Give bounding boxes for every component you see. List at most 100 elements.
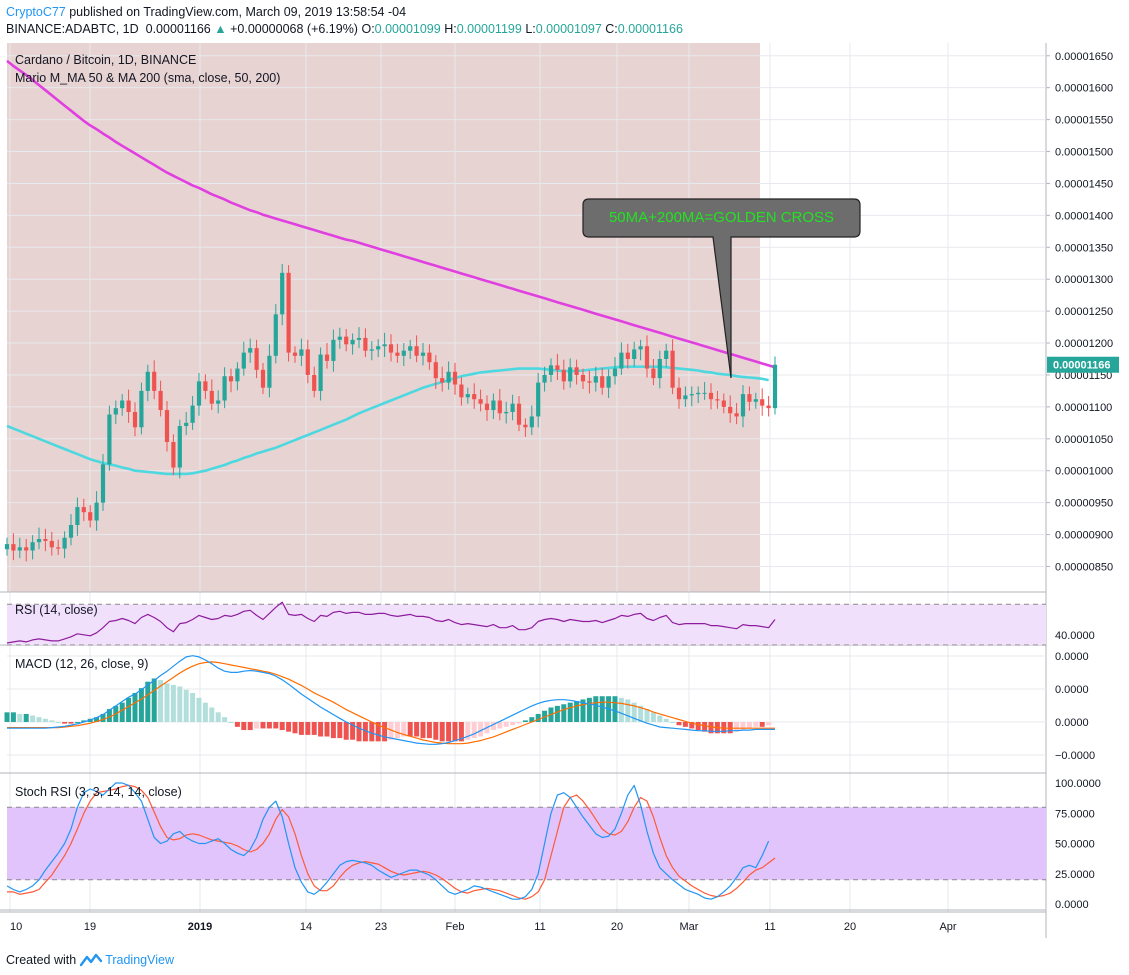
- stoch-band-fill: [7, 807, 1046, 880]
- macd-histogram-bar: [554, 705, 560, 722]
- candle-up: [401, 350, 406, 356]
- candle-down: [766, 405, 771, 409]
- macd-histogram-bar: [337, 722, 343, 739]
- author-link[interactable]: CryptoC77: [6, 5, 66, 19]
- time-axis-label: Feb: [446, 921, 465, 933]
- macd-histogram-bar: [420, 722, 426, 739]
- candle-down: [651, 368, 656, 379]
- macd-histogram-bar: [145, 681, 151, 722]
- candle-up: [632, 349, 637, 359]
- macd-histogram-bar: [311, 722, 317, 735]
- candle-up: [337, 336, 342, 340]
- candle-up: [184, 422, 189, 427]
- candle-up: [177, 426, 182, 468]
- macd-histogram-bar: [126, 697, 132, 722]
- macd-histogram-bar: [151, 678, 157, 722]
- macd-histogram-bar: [279, 722, 285, 731]
- candle-down: [574, 367, 579, 375]
- macd-histogram-bar: [740, 722, 746, 731]
- macd-histogram-bar: [273, 722, 279, 729]
- macd-histogram-bar: [516, 722, 522, 724]
- candle-up: [612, 368, 618, 377]
- ma50-line: [6, 365, 769, 476]
- candle-up: [689, 394, 694, 396]
- ohlc-line: BINANCE:ADABTC, 1D 0.00001166 ▲ +0.00000…: [6, 21, 1116, 38]
- candle-up: [657, 358, 662, 379]
- macd-histogram-bar: [158, 680, 164, 722]
- candle-up: [382, 344, 387, 347]
- macd-histogram-bar: [471, 722, 477, 739]
- macd-histogram-bar: [247, 722, 253, 731]
- macd-histogram-bar: [183, 689, 189, 722]
- candle-down: [523, 424, 528, 428]
- macd-histogram-bar: [119, 702, 125, 722]
- high-value: 0.00001199: [456, 22, 522, 36]
- candle-down: [260, 369, 266, 388]
- time-axis-label: Apr: [939, 921, 956, 933]
- candle-up: [548, 365, 554, 375]
- macd-histogram-bar: [138, 688, 144, 722]
- price-axis-label: 0.00001100: [1055, 402, 1112, 414]
- candle-up: [606, 376, 611, 388]
- candle-down: [286, 272, 291, 353]
- macd-histogram-bar: [23, 713, 29, 722]
- candle-up: [120, 400, 125, 409]
- candle-up: [504, 411, 509, 414]
- price-axis-label: 0.00001550: [1055, 115, 1113, 127]
- macd-title: MACD (12, 26, close, 9): [15, 657, 148, 671]
- macd-histogram-bar: [132, 692, 138, 722]
- price-axis-label: 0.00000900: [1055, 530, 1113, 542]
- macd-histogram-bar: [298, 722, 304, 735]
- candle-up: [408, 346, 413, 351]
- candle-down: [164, 410, 170, 442]
- macd-histogram-bar: [567, 702, 573, 722]
- macd-histogram-bar: [670, 722, 676, 723]
- tradingview-logo[interactable]: TradingView: [80, 953, 174, 967]
- rsi-title: RSI (14, close): [15, 603, 98, 617]
- candle-down: [484, 403, 490, 411]
- candle-down: [209, 390, 214, 404]
- price-axis-label: 0.00001450: [1055, 178, 1113, 190]
- macd-histogram-bar: [100, 713, 106, 722]
- candle-up: [619, 352, 624, 369]
- symbol-label: BINANCE:ADABTC, 1D: [6, 22, 139, 36]
- candle-down: [24, 547, 29, 551]
- macd-histogram-bar: [170, 684, 176, 722]
- price-axis-label: 0.00001650: [1055, 51, 1113, 63]
- macd-histogram-bar: [753, 722, 759, 727]
- stoch-axis-label: 50.0000: [1055, 839, 1095, 851]
- macd-histogram-bar: [497, 722, 503, 729]
- candle-down: [734, 413, 739, 417]
- rsi-band-fill: [7, 604, 1046, 645]
- macd-histogram-bar: [695, 722, 701, 731]
- macd-histogram-bar: [42, 718, 48, 722]
- candle-down: [292, 352, 298, 356]
- macd-histogram-bar: [30, 715, 36, 722]
- macd-histogram-bar: [542, 710, 548, 722]
- time-axis-label: 23: [375, 921, 387, 933]
- macd-histogram-bar: [657, 715, 663, 722]
- macd-axis-label: 0.0000: [1055, 684, 1089, 696]
- indicator-title-ma: Mario M_MA 50 & MA 200 (sma, close, 50, …: [15, 71, 280, 85]
- open-label: O:: [361, 22, 375, 36]
- candle-up: [350, 339, 355, 345]
- candle-up: [638, 346, 643, 350]
- time-axis-label: Mar: [680, 921, 699, 933]
- candle-down: [728, 406, 733, 414]
- time-axis-label: 2019: [188, 921, 212, 933]
- macd-histogram-bar: [286, 722, 292, 732]
- macd-histogram-bar: [689, 722, 695, 729]
- macd-histogram-bar: [522, 720, 528, 722]
- candle-up: [36, 539, 42, 543]
- candle-down: [344, 336, 349, 345]
- time-axis-label: 20: [844, 921, 856, 933]
- candle-up: [356, 337, 362, 340]
- macd-histogram-bar: [55, 722, 61, 723]
- candle-down: [171, 441, 176, 468]
- candle-up: [4, 544, 10, 550]
- candle-down: [708, 392, 714, 400]
- time-axis-label: 20: [611, 921, 623, 933]
- close-label: C:: [605, 22, 618, 36]
- candle-up: [420, 352, 426, 356]
